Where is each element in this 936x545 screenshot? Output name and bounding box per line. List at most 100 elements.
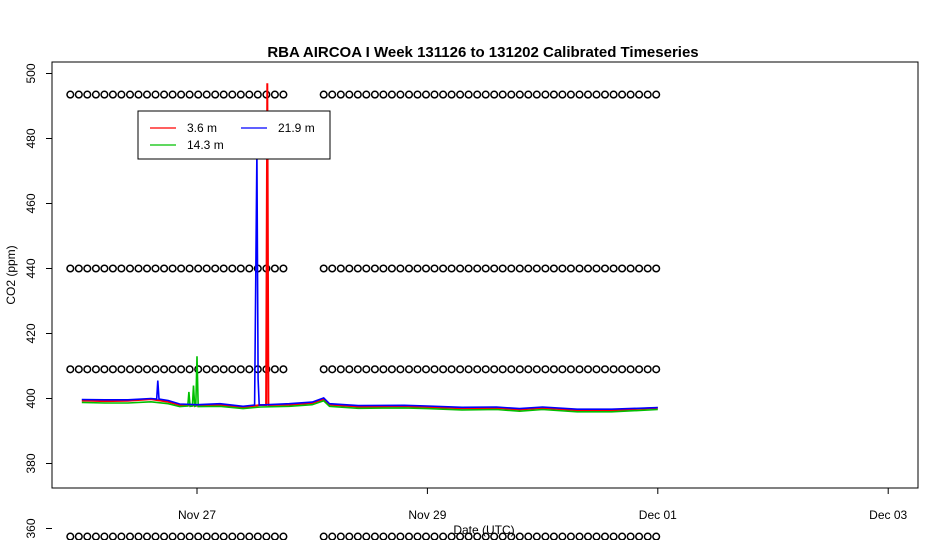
- marker-point: [134, 90, 143, 99]
- marker-point: [481, 90, 490, 99]
- marker-point: [413, 365, 422, 374]
- marker-point: [626, 365, 635, 374]
- marker-point: [228, 264, 237, 273]
- marker-point: [345, 264, 354, 273]
- marker-point: [245, 264, 254, 273]
- x-tick-label: Dec 01: [639, 508, 677, 522]
- marker-point: [211, 90, 220, 99]
- marker-point: [211, 532, 220, 541]
- marker-point: [245, 365, 254, 374]
- marker-point: [228, 90, 237, 99]
- marker-point: [439, 365, 448, 374]
- marker-point: [473, 264, 482, 273]
- marker-point: [583, 532, 593, 541]
- marker-point: [168, 264, 177, 273]
- marker-point: [83, 532, 92, 541]
- x-axis: Nov 27 Nov 29 Dec 01 Dec 03: [178, 488, 908, 522]
- marker-point: [618, 90, 627, 99]
- marker-point: [219, 532, 228, 541]
- marker-point: [652, 264, 661, 273]
- marker-point: [558, 90, 567, 99]
- marker-point: [228, 365, 237, 374]
- marker-point: [336, 264, 345, 273]
- marker-point: [421, 365, 431, 374]
- legend-label: 21.9 m: [278, 121, 315, 135]
- marker-point: [396, 90, 405, 99]
- marker-point: [583, 90, 593, 99]
- marker-point: [558, 365, 567, 374]
- marker-point: [592, 365, 601, 374]
- y-tick-label: 360: [24, 518, 38, 538]
- marker-point: [142, 90, 152, 99]
- marker-point: [515, 532, 524, 541]
- marker-point: [279, 365, 288, 374]
- marker-point: [100, 264, 109, 273]
- marker-point: [456, 264, 465, 273]
- marker-point: [370, 90, 379, 99]
- marker-point: [481, 365, 490, 374]
- marker-point: [219, 264, 228, 273]
- marker-point: [626, 264, 635, 273]
- marker-point: [515, 264, 524, 273]
- marker-point: [600, 90, 610, 99]
- marker-point: [134, 264, 143, 273]
- marker-point: [353, 532, 362, 541]
- marker-point: [66, 264, 75, 273]
- x-tick-label: Nov 29: [408, 508, 446, 522]
- marker-point: [362, 90, 371, 99]
- marker-point: [507, 365, 516, 374]
- marker-point: [635, 90, 644, 99]
- marker-point: [558, 532, 567, 541]
- marker-point: [319, 365, 328, 374]
- marker-point: [558, 264, 567, 273]
- marker-point: [370, 532, 379, 541]
- marker-point: [345, 365, 354, 374]
- marker-point: [387, 532, 396, 541]
- legend-label: 3.6 m: [187, 121, 217, 135]
- marker-point: [66, 90, 75, 99]
- marker-point: [117, 90, 126, 99]
- marker-point: [370, 365, 379, 374]
- marker-point: [387, 264, 396, 273]
- marker-point: [515, 90, 524, 99]
- marker-point: [490, 90, 499, 99]
- marker-point: [270, 532, 279, 541]
- marker-point: [473, 90, 482, 99]
- marker-point: [362, 264, 371, 273]
- marker-point: [262, 532, 271, 541]
- marker-point: [635, 264, 644, 273]
- marker-point: [532, 264, 541, 273]
- marker-point: [507, 264, 516, 273]
- marker-point: [473, 365, 482, 374]
- marker-point: [635, 532, 644, 541]
- marker-point: [413, 532, 422, 541]
- marker-point: [336, 532, 345, 541]
- marker-point: [404, 264, 414, 273]
- marker-point: [66, 365, 75, 374]
- marker-point: [336, 365, 345, 374]
- series-line-14-3-m: [81, 356, 658, 413]
- marker-point: [524, 532, 533, 541]
- marker-point: [185, 365, 194, 374]
- marker-point: [524, 264, 533, 273]
- marker-point: [600, 365, 610, 374]
- marker-point: [379, 264, 388, 273]
- marker-point: [125, 532, 135, 541]
- marker-point: [83, 90, 92, 99]
- marker-point: [91, 532, 100, 541]
- marker-point: [575, 532, 584, 541]
- marker-point: [439, 532, 448, 541]
- marker-point: [151, 90, 160, 99]
- marker-point: [532, 90, 541, 99]
- y-tick-label: 440: [24, 258, 38, 278]
- marker-point: [566, 90, 575, 99]
- marker-point: [194, 90, 203, 99]
- marker-point: [566, 532, 575, 541]
- marker-point: [319, 264, 328, 273]
- marker-point: [83, 264, 92, 273]
- marker-point: [151, 264, 160, 273]
- marker-point: [430, 264, 439, 273]
- marker-point: [236, 365, 245, 374]
- marker-point: [541, 264, 550, 273]
- marker-point: [228, 532, 237, 541]
